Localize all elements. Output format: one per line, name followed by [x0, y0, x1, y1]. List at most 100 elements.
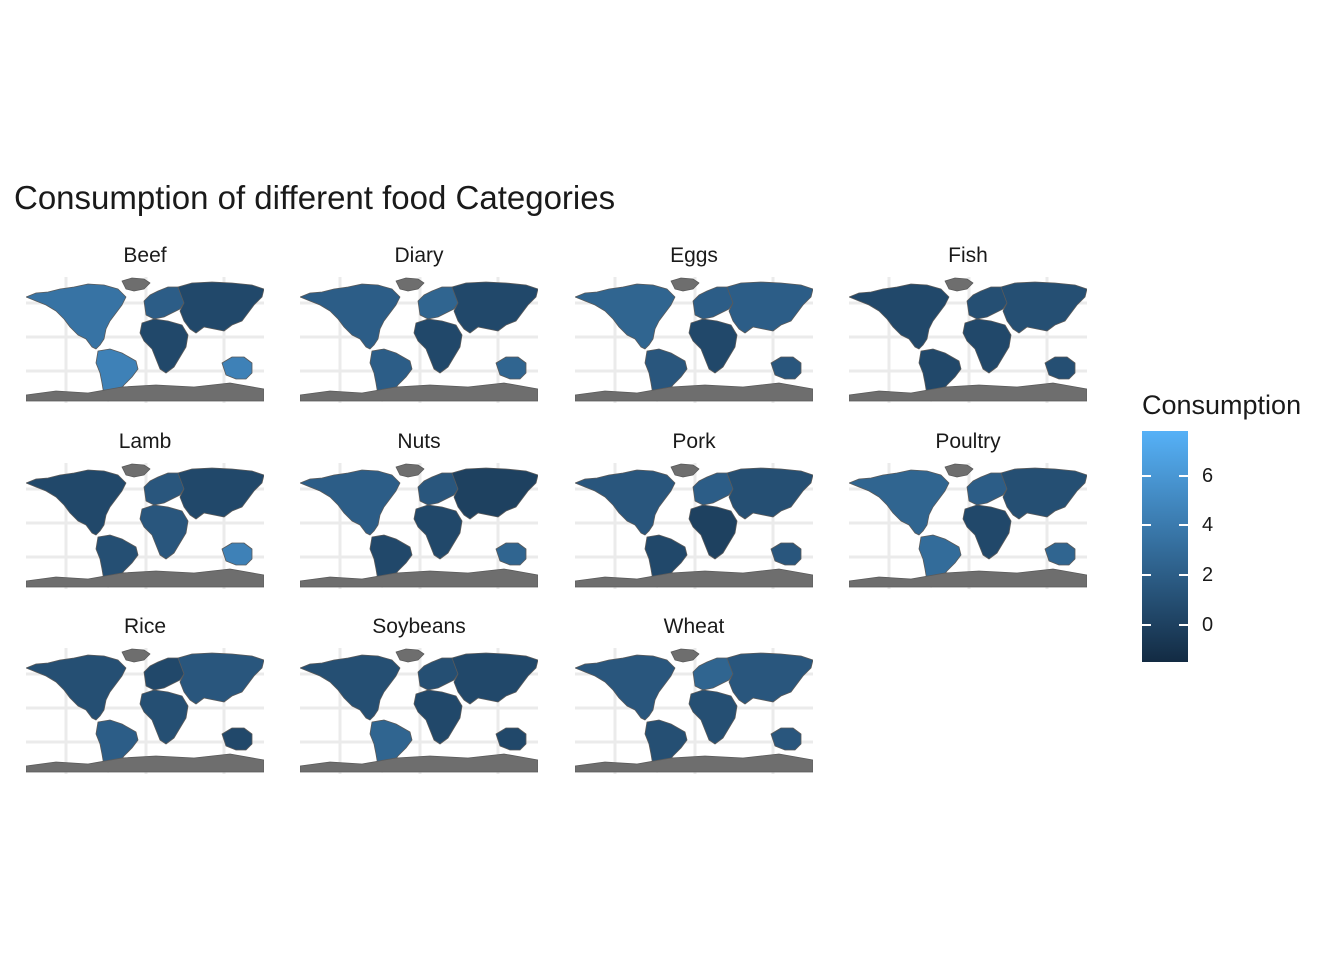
africa-region: [962, 504, 1012, 560]
north-america-region: [849, 283, 950, 350]
world-map: [300, 277, 538, 403]
facet-panel: Fish: [849, 243, 1087, 403]
europe-region: [143, 657, 185, 691]
world-map: [26, 648, 264, 774]
asia-region: [1000, 281, 1087, 334]
north-america-region: [300, 469, 401, 536]
africa-region: [413, 689, 463, 745]
facet-panel: Diary: [300, 243, 538, 403]
facet-label: Lamb: [118, 430, 172, 453]
asia-region: [726, 467, 813, 520]
facet-panel: Soybeans: [300, 614, 538, 774]
europe-region: [417, 657, 459, 691]
facet-label: Diary: [394, 244, 444, 267]
oceania-region: [770, 542, 802, 566]
north-america-region: [849, 469, 950, 536]
oceania-region: [770, 356, 802, 380]
facet-label: Beef: [123, 244, 167, 267]
asia-region: [451, 467, 538, 520]
north-america-region: [575, 469, 676, 536]
facet-label: Wheat: [663, 615, 725, 638]
asia-region: [177, 281, 264, 334]
facet-panel: Nuts: [300, 429, 538, 589]
antarctica-region: [300, 753, 538, 773]
europe-region: [692, 472, 734, 506]
oceania-region: [770, 727, 802, 751]
antarctica-region: [849, 568, 1087, 588]
north-america-region: [300, 283, 401, 350]
europe-region: [692, 657, 734, 691]
north-america-region: [575, 283, 676, 350]
greenland-region: [121, 463, 151, 478]
world-map: [26, 277, 264, 403]
antarctica-region: [849, 382, 1087, 402]
greenland-region: [944, 463, 974, 478]
facet-label: Nuts: [397, 430, 441, 453]
legend-tick-label: 0: [1202, 613, 1214, 636]
oceania-region: [1044, 356, 1076, 380]
world-map: [575, 463, 813, 589]
oceania-region: [221, 542, 253, 566]
europe-region: [966, 472, 1008, 506]
greenland-region: [395, 648, 425, 663]
oceania-region: [495, 356, 527, 380]
europe-region: [692, 286, 734, 320]
greenland-region: [944, 277, 974, 292]
africa-region: [413, 318, 463, 374]
north-america-region: [300, 654, 401, 721]
greenland-region: [395, 277, 425, 292]
facet-panel: Lamb: [26, 429, 264, 589]
legend-tick-label: 4: [1202, 514, 1214, 537]
antarctica-region: [575, 568, 813, 588]
world-map: [849, 277, 1087, 403]
europe-region: [966, 286, 1008, 320]
facet-label: Rice: [123, 615, 166, 638]
africa-region: [139, 689, 189, 745]
africa-region: [688, 318, 738, 374]
antarctica-region: [26, 753, 264, 773]
world-map: [26, 463, 264, 589]
antarctica-region: [575, 753, 813, 773]
antarctica-region: [300, 382, 538, 402]
world-map: [849, 463, 1087, 589]
asia-region: [177, 652, 264, 705]
facet-panel: Rice: [26, 614, 264, 774]
greenland-region: [670, 648, 700, 663]
europe-region: [143, 286, 185, 320]
north-america-region: [26, 283, 127, 350]
greenland-region: [670, 463, 700, 478]
antarctica-region: [26, 568, 264, 588]
oceania-region: [221, 356, 253, 380]
facet-label: Fish: [948, 244, 988, 267]
facet-panel: Beef: [26, 243, 264, 403]
greenland-region: [395, 463, 425, 478]
antarctica-region: [26, 382, 264, 402]
north-america-region: [26, 654, 127, 721]
greenland-region: [670, 277, 700, 292]
africa-region: [139, 318, 189, 374]
africa-region: [139, 504, 189, 560]
facet-panel: Pork: [575, 429, 813, 589]
europe-region: [417, 472, 459, 506]
oceania-region: [221, 727, 253, 751]
facet-panel: Wheat: [575, 614, 813, 774]
africa-region: [688, 689, 738, 745]
oceania-region: [495, 727, 527, 751]
africa-region: [413, 504, 463, 560]
antarctica-region: [575, 382, 813, 402]
legend-tick-label: 6: [1202, 464, 1214, 487]
world-map: [575, 648, 813, 774]
facet-label: Soybeans: [372, 615, 466, 638]
legend-colorbar: [1142, 431, 1188, 662]
facet-label: Poultry: [935, 430, 1001, 453]
africa-region: [962, 318, 1012, 374]
facet-label: Pork: [672, 430, 716, 453]
world-map: [575, 277, 813, 403]
asia-region: [726, 281, 813, 334]
oceania-region: [495, 542, 527, 566]
world-map: [300, 648, 538, 774]
asia-region: [177, 467, 264, 520]
legend-title: Consumption: [1142, 390, 1302, 420]
world-map: [300, 463, 538, 589]
asia-region: [451, 281, 538, 334]
